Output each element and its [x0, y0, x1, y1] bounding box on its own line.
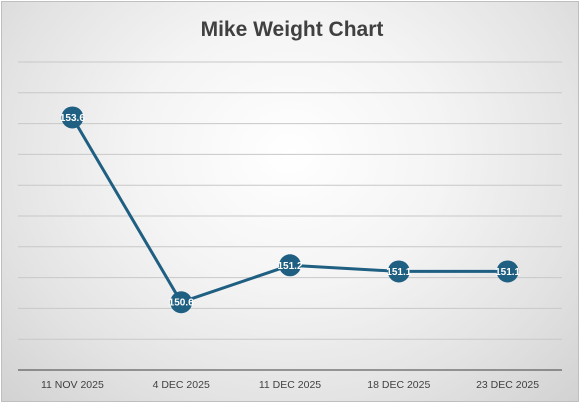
chart-title: Mike Weight Chart	[200, 18, 384, 41]
data-label: 151.2	[277, 261, 302, 272]
data-point-marker	[170, 291, 193, 314]
data-point-marker	[61, 106, 84, 129]
data-labels: 153.6 150.6 151.2 151.1 151.1	[60, 113, 521, 309]
x-tick-label: 11 DEC 2025	[259, 379, 321, 391]
data-label: 151.1	[386, 267, 411, 278]
data-point-marker	[496, 260, 519, 283]
x-tick-label: 4 DEC 2025	[153, 379, 210, 391]
data-point-marker	[279, 254, 301, 277]
data-label: 151.1	[495, 267, 520, 278]
x-tick-label: 18 DEC 2025	[367, 379, 430, 391]
data-label: 150.6	[169, 298, 194, 309]
x-tick-labels: 11 NOV 2025 4 DEC 2025 11 DEC 2025 18 DEC 2…	[41, 379, 539, 391]
data-point-marker	[387, 260, 410, 283]
data-markers	[61, 106, 519, 314]
data-label: 153.6	[60, 113, 85, 124]
x-tick-label: 11 NOV 2025	[41, 379, 104, 391]
x-tick-label: 23 DEC 2025	[476, 379, 539, 391]
gridlines	[18, 61, 562, 340]
